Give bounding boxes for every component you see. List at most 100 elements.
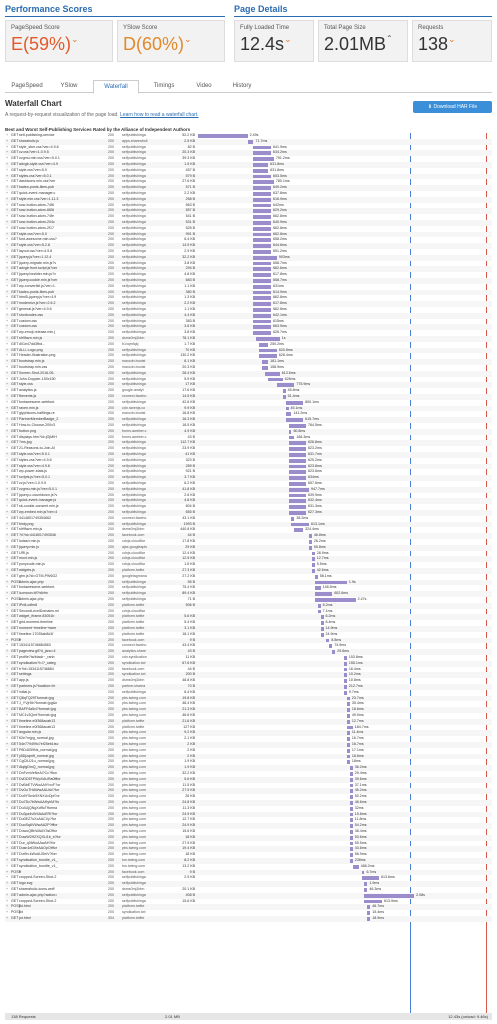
expand-icon[interactable]: + [6,568,9,572]
waterfall-row[interactable]: + GET cropped-Screen-Shot-2 200 selfpublishi… [5,899,492,905]
waterfall-row[interactable]: + GET modernizr.js?ver=2.6.2 200 selfpublish… [5,301,492,307]
expand-icon[interactable]: + [6,382,9,387]
waterfall-row[interactable]: + GET admin-ajax.php?action= 200 selfpublish… [5,892,492,899]
waterfall-row[interactable]: + GET cropped-Screen-Shot-2 200 selfpublishi… [5,875,492,881]
waterfall-row[interactable]: + GET timeline.17035ab8d1f 200 platform.twit… [5,632,492,638]
expand-icon[interactable]: + [6,515,9,520]
waterfall-row[interactable]: + GET How-to-Choose-200x3 200 selfpublishing… [5,423,492,429]
waterfall-row[interactable]: + GET Du9YSmk9XNXUvDpf?or 200 pbs.twimg.com 2… [5,794,492,800]
expand-icon[interactable]: + [6,249,9,253]
waterfall-row[interactable]: + GET advgb.front.script.js?ver 200 selfpubl… [5,266,492,273]
waterfall-row[interactable]: + GET 62e7mjpg_normal.jpg 200 pbs.twimg.com 2… [5,736,492,742]
waterfall-row[interactable]: + GET Du7Dc7bWwAAHyhM?fo 200 pbs.twimg.com 24… [5,800,492,806]
waterfall-row[interactable]: + GET jot.html 304 platform.twitte 18.9ms [5,916,492,922]
expand-icon[interactable]: + [6,794,9,799]
waterfall-row[interactable]: + GET widgets.js 200 platform.twitte 27.3 KB 4… [5,568,492,574]
waterfall-row[interactable]: + GET Dut9n-kWoAUSeiV?forr 200 pbs.twimg.com… [5,852,492,858]
expand-icon[interactable]: + [6,260,9,265]
expand-icon[interactable]: + [6,834,9,839]
expand-icon[interactable]: + [6,423,9,427]
waterfall-row[interactable]: + GET general.js?ver=4.9.6 200 selfpublishin… [5,307,492,313]
expand-icon[interactable]: + [6,376,9,381]
expand-icon[interactable]: + [6,782,9,787]
waterfall-row[interactable]: + GET custom.css 200 selfpublishinga 383 B 615… [5,319,492,325]
waterfall-row[interactable]: + GET style.min.css?ver=1.11.3 200 selfpubli… [5,196,492,203]
expand-icon[interactable]: + [6,278,9,282]
expand-icon[interactable]: + [6,289,9,294]
waterfall-row[interactable]: + GET bootstrap.min.css 200 maxcdn.bootst 20.… [5,365,492,371]
waterfall-row[interactable]: + GET tr?id=1534115746884 200 facebook.com 44… [5,667,492,673]
expand-icon[interactable]: + [6,243,9,248]
expand-icon[interactable]: + [6,254,9,259]
expand-icon[interactable]: + [6,231,9,236]
expand-icon[interactable]: + [6,724,9,729]
expand-icon[interactable]: + [6,405,9,410]
waterfall-row[interactable]: + GET sharaholic.js 200 apps.shareaholi 2.5 K… [5,138,492,145]
waterfall-row[interactable]: + GET AlqfgDmQ_normal.jpg 200 pbs.twimg.com 1… [5,765,492,771]
waterfall-row[interactable]: + GET kadeo-posts-likes-pub 200 selfpublishi… [5,185,492,191]
expand-icon[interactable]: + [6,608,9,613]
expand-icon[interactable]: + [6,185,9,190]
waterfall-row[interactable]: + GET font-awesome.min.css? 200 selfpublishi… [5,237,492,243]
expand-icon[interactable]: + [6,626,9,630]
expand-icon[interactable]: + [6,411,9,416]
waterfall-row[interactable]: + GET lodash.min.js 200 cdnjs.cloudflar 17.8 … [5,539,492,545]
waterfall-row[interactable]: + GET style.css?ver=5.0.1 200 selfpublishing… [5,452,492,458]
waterfall-row[interactable]: + GET 4414801749354662 200 connect.facebo 43.… [5,516,492,522]
expand-icon[interactable]: + [6,643,9,648]
expand-icon[interactable]: + [6,840,9,845]
expand-icon[interactable]: + [6,312,9,317]
waterfall-row[interactable]: + GET pageview.gif?d_janc=4 200 analytics.sh… [5,649,492,655]
tab-video[interactable]: Video [196,83,212,89]
expand-icon[interactable]: + [6,695,9,700]
waterfall-row[interactable]: + GET analytics.js 200 google-analyt 17.6 KB 4… [5,388,492,394]
waterfall-row[interactable]: + GET wp-emoji-release.min.j 200 selfpublish… [5,330,492,336]
waterfall-row[interactable]: + GET shortcodes.css 200 selfpublishinga 4.4 … [5,312,492,319]
waterfall-row[interactable]: + GET glyphicons-halflings-re 200 maxcdn.boo… [5,411,492,417]
waterfall-row[interactable]: + GET gtm.js?id=GTM-PW6G2 200 googletagmana 2… [5,574,492,580]
expand-icon[interactable]: + [6,887,9,891]
expand-icon[interactable]: + [6,846,9,851]
expand-icon[interactable]: + [6,533,9,538]
expand-icon[interactable]: + [6,220,9,224]
expand-icon[interactable]: + [6,892,9,897]
expand-icon[interactable]: + [6,550,9,555]
expand-icon[interactable]: + [6,394,9,398]
waterfall-row[interactable]: + GET DuwoQBhWAAY3sDffor 200 pbs.twimg.com 15… [5,829,492,835]
waterfall-row[interactable]: + POST admin-ajax.php 200 selfpublishinga 71 … [5,597,492,603]
expand-icon[interactable]: + [6,916,9,920]
waterfall-row[interactable]: + GET 1534115746884563 200 connect.facebo 43.… [5,643,492,649]
expand-icon[interactable]: + [6,678,9,683]
waterfall-row[interactable]: + GET Dur_q0tWoAAwAH?for 200 pbs.twimg.com 27… [5,841,492,847]
expand-icon[interactable]: + [6,138,9,143]
waterfall-row[interactable]: + GET jquery-migrate.min.js?v 200 selfpublis… [5,261,492,267]
waterfall-row[interactable]: + GET timeline.e0f368acab13 200 platform.twi… [5,718,492,725]
expand-icon[interactable]: + [6,295,9,300]
expand-icon[interactable]: + [6,736,9,741]
waterfall-row[interactable]: + GET sow-button-atom-74fe 200 selfpublishin… [5,214,492,220]
waterfall-row[interactable]: + GET styles.css?ver=4.9.6 200 selfpublishin… [5,458,492,464]
expand-icon[interactable]: + [6,701,9,706]
expand-icon[interactable]: + [6,753,9,758]
waterfall-row[interactable]: + GET PartnerMemberBadge_2 200 selfpublishin… [5,417,492,423]
waterfall-row[interactable]: + GET cvgmu.min.css?ver=5.0.1 200 selfpublis… [5,156,492,162]
waterfall-row[interactable]: + GET sfr9fazn.min.js 200 dsms0mj1bbn 78.1 KB… [5,336,492,342]
expand-icon[interactable]: + [6,167,9,172]
waterfall-row[interactable]: + GET custom.css 200 selfpublishinga 3.6 KB 66… [5,324,492,331]
tab-history[interactable]: History [232,83,252,89]
waterfall-row[interactable]: + GET raven.min.js 200 cdn.ravenjs.co 9.9 KB 4… [5,405,492,412]
waterfall-row[interactable]: + POST tr 200 facebook.com 9 B 8.8ms [5,637,492,644]
expand-icon[interactable]: + [6,881,9,886]
expand-icon[interactable]: + [6,266,9,271]
waterfall-row[interactable]: + GET dashicons.min.css?ver 200 selfpublishi… [5,179,492,185]
waterfall-row[interactable]: + GET style.css 200 selfpublishinga 17 KB 775.… [5,382,492,389]
loaded-time-box[interactable]: Fully Loaded Time 12.4s⌄ [234,20,314,62]
expand-icon[interactable]: + [6,202,9,207]
waterfall-row[interactable]: + GET wp-embed.min.js?ver=4 200 selfpublishi… [5,510,492,516]
waterfall-row[interactable]: + GET CgCtUJ1u_normal.jpg 200 pbs.twimg.com 1… [5,759,492,765]
expand-icon[interactable]: + [6,713,9,717]
expand-icon[interactable]: + [6,800,9,804]
expand-icon[interactable]: + [6,620,9,625]
expand-icon[interactable]: + [6,133,9,137]
waterfall-row[interactable]: + POST jot.html 200 platform.twitte 46.7ms [5,904,492,911]
